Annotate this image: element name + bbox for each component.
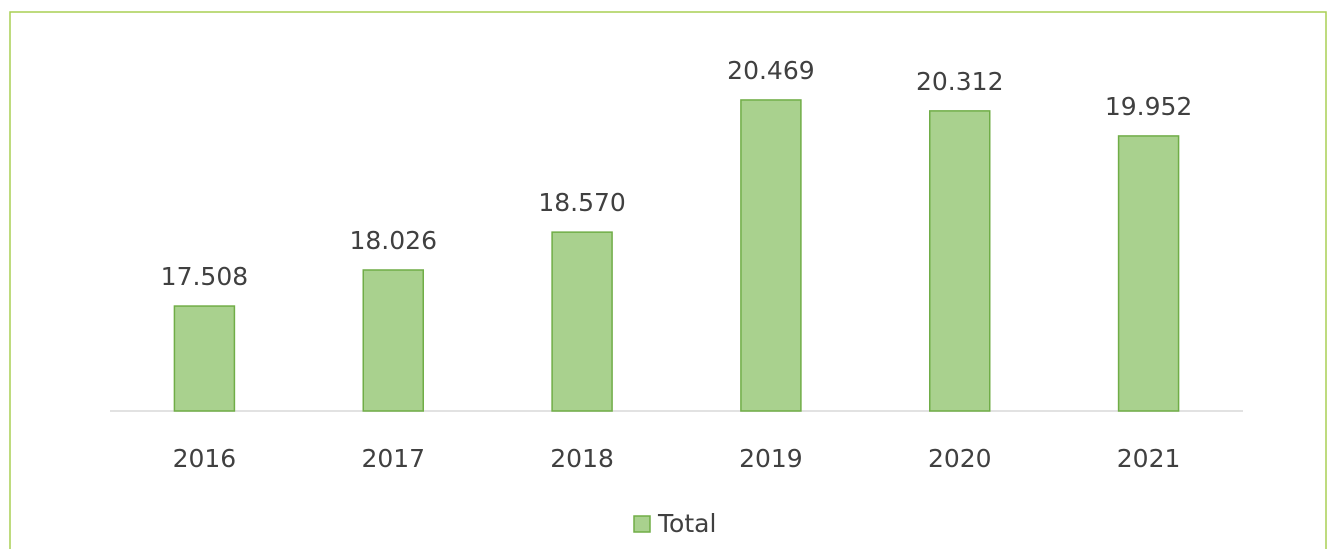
data-label: 17.508 <box>161 262 248 291</box>
bar <box>551 231 613 412</box>
x-tick-label: 2018 <box>550 444 614 473</box>
data-label: 18.026 <box>350 226 437 255</box>
bar <box>929 110 991 412</box>
data-label: 20.312 <box>916 67 1003 96</box>
x-tick-label: 2016 <box>173 444 237 473</box>
x-tick-label: 2020 <box>928 444 992 473</box>
x-tick-label: 2017 <box>361 444 425 473</box>
bar <box>740 99 802 412</box>
x-tick-label: 2019 <box>739 444 803 473</box>
data-label: 18.570 <box>538 188 625 217</box>
chart-border <box>9 11 1327 549</box>
bar <box>1117 135 1180 412</box>
data-label: 19.952 <box>1105 92 1192 121</box>
legend-label: Total <box>657 509 716 538</box>
x-tick-label: 2021 <box>1117 444 1181 473</box>
bar <box>362 269 424 412</box>
legend-swatch <box>633 515 651 533</box>
data-label: 20.469 <box>727 56 814 85</box>
bar <box>173 305 236 412</box>
